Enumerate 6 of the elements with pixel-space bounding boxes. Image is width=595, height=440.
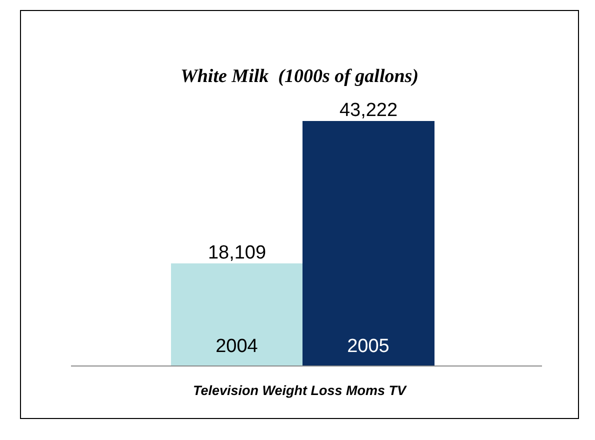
chart-title: White Milk (1000s of gallons): [179, 66, 420, 88]
x-tick-label: 2005: [347, 336, 390, 357]
x-tick-label: 2004: [216, 336, 258, 357]
data-label: 18,109: [208, 242, 266, 264]
data-label: 43,222: [339, 100, 398, 121]
x-axis-title: Television Weight Loss Moms TV: [192, 383, 408, 398]
